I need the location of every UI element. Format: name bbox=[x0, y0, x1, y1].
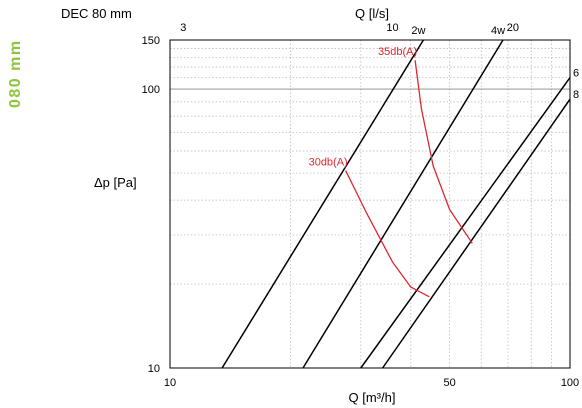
plot-frame bbox=[169, 39, 571, 369]
series-labels: 2w 4w 6 8 30db(A) 35db(A) bbox=[309, 25, 580, 169]
noise-curve-label: 35db(A) bbox=[378, 46, 417, 58]
characteristic-line bbox=[221, 39, 425, 369]
x-tick-label: 50 bbox=[443, 377, 455, 389]
chart-title: DEC 80 mm bbox=[61, 6, 132, 21]
side-label-text: 080 mm bbox=[7, 39, 24, 108]
y-tick-label: 100 bbox=[142, 84, 160, 96]
series-label: 8 bbox=[573, 89, 579, 101]
y-tick-label: 10 bbox=[148, 363, 160, 375]
series-label: 2w bbox=[411, 25, 425, 37]
tick-labels: 10 50 100 3 10 20 10 100 150 bbox=[142, 22, 580, 389]
characteristic-line bbox=[381, 98, 571, 369]
top-tick-label: 3 bbox=[180, 22, 186, 34]
characteristic-line bbox=[360, 77, 571, 369]
grid-lines bbox=[170, 40, 570, 368]
data-series bbox=[221, 39, 571, 369]
x-tick-label: 100 bbox=[561, 377, 579, 389]
noise-curve bbox=[414, 60, 473, 244]
series-label: 6 bbox=[573, 68, 579, 80]
top-axis-title: Q [l/s] bbox=[355, 6, 389, 21]
noise-curve-label: 30db(A) bbox=[309, 157, 348, 169]
size-side-label: 080 mm bbox=[7, 39, 24, 108]
y-axis-title: Δp [Pa] bbox=[94, 175, 137, 190]
y-tick-label: 150 bbox=[142, 35, 160, 47]
noise-curve bbox=[345, 170, 430, 298]
top-tick-label: 20 bbox=[507, 22, 519, 34]
characteristic-line bbox=[302, 39, 504, 369]
series-label: 4w bbox=[491, 25, 505, 37]
bottom-axis-title: Q [m³/h] bbox=[349, 390, 396, 405]
x-tick-label: 10 bbox=[164, 377, 176, 389]
top-tick-label: 10 bbox=[386, 22, 398, 34]
